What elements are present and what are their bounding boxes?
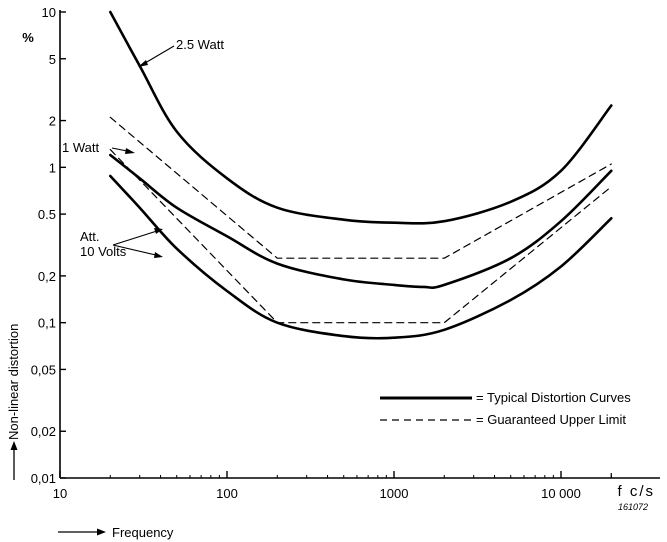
legend: = Typical Distortion Curves = Guaranteed… (380, 390, 631, 427)
y-axis-label: Non-linear distortion (6, 324, 21, 440)
x-tick-label: 1000 (380, 486, 409, 501)
x-axis-arrow-head (97, 528, 106, 536)
legend-dashed-label: = Guaranteed Upper Limit (476, 412, 626, 427)
typical-curve-0 (109, 10, 613, 225)
y-tick-label: 0,1 (38, 316, 56, 331)
y-tick-label: 5 (49, 52, 56, 67)
dashed-limit-curve-3 (109, 116, 612, 259)
legend-solid-label: = Typical Distortion Curves (476, 390, 631, 405)
y-tick-label: 0,02 (31, 424, 56, 439)
annotation-att-arrow-lower (112, 244, 161, 257)
y-tick-label: 1 (49, 160, 56, 175)
dashed-limit-curve-4 (109, 149, 612, 324)
annotation-10-volts-text: 10 Volts (80, 244, 127, 259)
x-tick-label: 100 (216, 486, 238, 501)
annotation-att-arrowhead-lower (154, 252, 163, 258)
annotation-att-10-volts: Att. 10 Volts (80, 228, 163, 259)
annotation-2-5-watt: 2.5 Watt (138, 37, 224, 67)
x-unit-label: f c/s (617, 483, 655, 500)
y-tick-label: 0,2 (38, 269, 56, 284)
curves (109, 10, 613, 340)
x-tick-label: 10 000 (541, 486, 581, 501)
annotation-1-watt-arrowhead (125, 148, 135, 154)
y-axis-arrow-head (10, 441, 18, 450)
y-axis-title: Non-linear distortion (6, 324, 21, 480)
y-tick-label: 10 (42, 5, 56, 20)
x-axis-title: Frequency (58, 525, 174, 540)
typical-curve-2 (109, 174, 613, 340)
y-tick-label: 0.5 (38, 207, 56, 222)
figure-number: 161072 (618, 502, 648, 512)
x-tick-label: 10 (53, 486, 67, 501)
annotation-att-arrowhead-upper (154, 228, 163, 234)
y-unit-label: % (22, 30, 34, 45)
typical-curve-1 (109, 153, 613, 289)
annotation-2-5-watt-text: 2.5 Watt (176, 37, 224, 52)
y-tick-label: 0,01 (31, 471, 56, 486)
ticks: 0,01 0,02 0,05 0,1 0,2 0.5 1 2 5 10 10 100 1000 10 00… (31, 5, 612, 501)
annotation-1-watt: 1 Watt (62, 140, 135, 155)
annotation-att-text: Att. (80, 229, 100, 244)
x-axis-label: Frequency (112, 525, 174, 540)
axes (59, 10, 660, 479)
annotation-att-arrow-upper (112, 229, 161, 246)
annotation-2-5-watt-arrowhead (138, 60, 148, 67)
y-tick-label: 2 (49, 114, 56, 129)
y-tick-label: 0,05 (31, 362, 56, 377)
annotation-1-watt-text: 1 Watt (62, 140, 99, 155)
